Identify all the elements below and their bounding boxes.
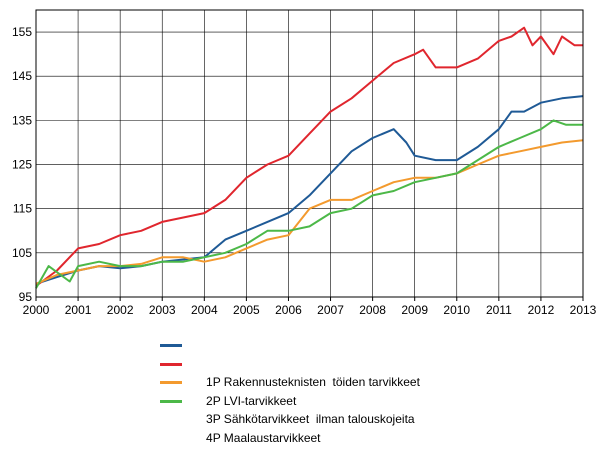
x-tick-label: 2002 xyxy=(107,303,134,317)
x-tick-label: 2000 xyxy=(23,303,50,317)
x-tick-label: 2004 xyxy=(191,303,218,317)
legend-swatch-4p xyxy=(160,399,182,403)
axis-layer: 95 105 115 125 135 145 155 2000 2001 2002 2003 2004… xyxy=(12,9,597,317)
legend-item-3p: 3P Sähkötarvikkeet ilman talouskojeita xyxy=(160,373,420,426)
x-tick-label: 2005 xyxy=(233,303,260,317)
y-tick-label: 115 xyxy=(13,202,32,216)
chart-canvas: 95 105 115 125 135 145 155 2000 2001 2002 2003 2004… xyxy=(12,9,597,317)
y-tick-label: 145 xyxy=(12,69,32,83)
y-tick-label: 135 xyxy=(12,113,32,127)
legend-swatch-1p xyxy=(160,344,182,347)
legend-label-3p: 3P Sähkötarvikkeet ilman talouskojeita xyxy=(206,412,415,426)
legend-label-2p: 2P LVI-tarvikkeet xyxy=(206,393,297,408)
legend-label-1p: 1P Rakennusteknisten töiden tarvikkeet xyxy=(206,375,420,389)
x-tick-label: 2007 xyxy=(317,303,344,317)
series-line-4p xyxy=(35,119,583,289)
legend-item-1p: 1P Rakennusteknisten töiden tarvikkeet xyxy=(160,336,420,389)
line-chart: 95 105 115 125 135 145 155 2000 2001 2002 2003 2004… xyxy=(12,9,597,445)
legend: 1P Rakennusteknisten töiden tarvikkeet 2… xyxy=(160,336,420,445)
y-tick-label: 155 xyxy=(12,25,32,39)
legend-swatch-3p xyxy=(160,381,182,384)
series-line-1p xyxy=(35,95,584,285)
x-tick-label: 2012 xyxy=(528,303,555,317)
series-line-2p xyxy=(35,26,583,287)
x-tick-label: 2011 xyxy=(486,303,512,317)
y-tick-label: 95 xyxy=(19,290,33,304)
y-tick-label: 125 xyxy=(12,158,32,172)
plot-frame xyxy=(35,9,584,298)
legend-swatch-2p xyxy=(160,362,182,366)
x-tick-label: 2013 xyxy=(570,303,597,317)
x-tick-label: 2001 xyxy=(65,303,92,317)
y-tick-label: 105 xyxy=(12,246,32,260)
x-tick-label: 2009 xyxy=(401,303,428,317)
x-tick-label: 2008 xyxy=(359,303,386,317)
legend-item-2p: 2P LVI-tarvikkeet xyxy=(160,355,420,408)
series-line-3p xyxy=(35,139,584,285)
x-tick-label: 2003 xyxy=(149,303,176,317)
x-tick-label: 2010 xyxy=(443,303,470,317)
x-tick-label: 2006 xyxy=(275,303,302,317)
legend-label-4p: 4P Maalaustarvikkeet xyxy=(206,430,321,445)
series-layer xyxy=(35,26,584,289)
grid-layer xyxy=(35,10,584,298)
legend-item-4p: 4P Maalaustarvikkeet xyxy=(160,392,420,445)
